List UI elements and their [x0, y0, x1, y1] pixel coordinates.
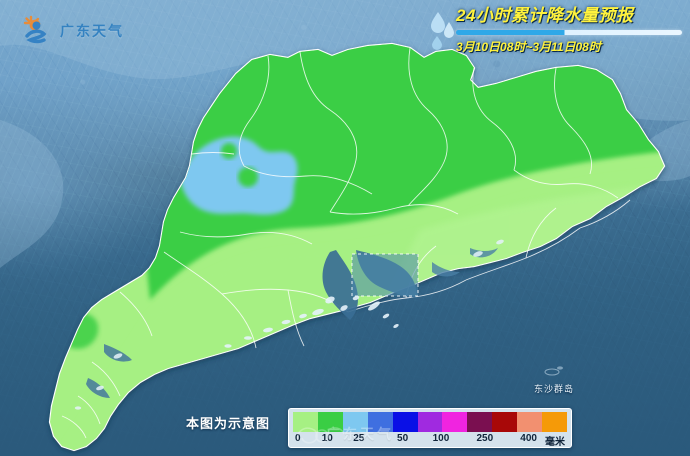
label-dongsha-islands: 东沙群岛 — [534, 384, 575, 394]
coastline-details — [74, 239, 504, 410]
legend-swatch-1 — [317, 412, 343, 432]
zone-50-100mm — [180, 136, 298, 215]
legend-swatch-6 — [442, 412, 468, 432]
legend-swatch-0 — [293, 412, 318, 432]
water-drop-icon — [431, 12, 454, 50]
legend-unit: 毫米 — [545, 437, 565, 448]
legend-swatch-4 — [392, 412, 418, 432]
page-title: 24小时累计降水量预报 — [456, 6, 634, 25]
rainfall-legend: 0 10 25 50 100 250 400 毫米 — [288, 408, 572, 448]
prefecture-boundaries — [61, 47, 631, 439]
legend-swatch-2 — [342, 412, 368, 432]
map-header: 24小时累计降水量预报 3月10日08时~3月11日08时 — [420, 6, 682, 55]
legend-tick-0: 0 — [295, 433, 301, 444]
legend-swatch-8 — [492, 412, 518, 432]
map-disclaimer: 本图为示意图 — [186, 416, 271, 431]
legend-tick-labels: 0 10 25 50 100 250 400 毫米 — [293, 433, 567, 448]
logo-text: 广东天气 — [60, 23, 124, 39]
brand-logo: 广东天气 — [22, 14, 124, 48]
dashed-boundary-box — [351, 253, 419, 297]
legend-tick-3: 50 — [397, 433, 409, 444]
legend-tick-5: 250 — [476, 433, 494, 444]
sun-wave-logo-icon — [23, 15, 47, 44]
legend-swatch-3 — [367, 412, 393, 432]
legend-swatch-9 — [517, 412, 543, 432]
zone-25-50mm — [120, 44, 664, 300]
legend-swatch-10 — [542, 412, 567, 432]
legend-tick-4: 100 — [432, 433, 450, 444]
legend-color-bar — [293, 412, 567, 432]
legend-tick-2: 25 — [353, 433, 365, 444]
dongsha-atoll-marker — [544, 366, 563, 376]
forecast-period: 3月10日08时~3月11日08时 — [456, 40, 601, 54]
title-divider — [456, 30, 682, 35]
legend-swatch-5 — [417, 412, 443, 432]
legend-swatch-7 — [467, 412, 493, 432]
legend-tick-6: 400 — [520, 433, 537, 444]
legend-tick-1: 10 — [321, 433, 333, 444]
